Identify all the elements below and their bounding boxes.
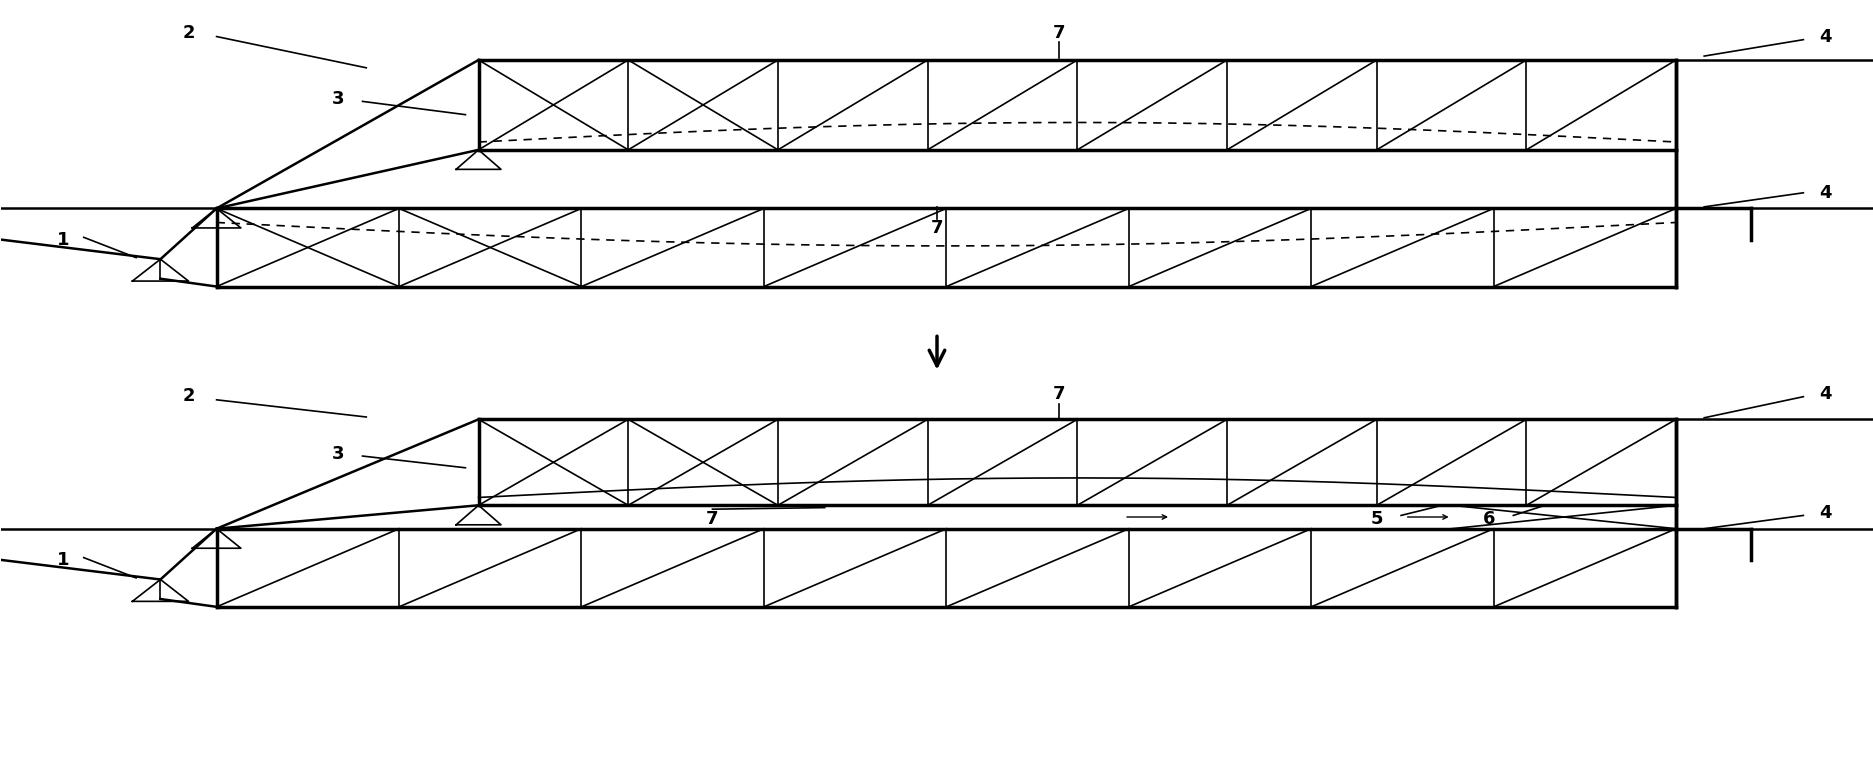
Text: 7: 7 — [1053, 386, 1064, 403]
Text: 2: 2 — [182, 24, 195, 42]
Text: 4: 4 — [1819, 386, 1832, 403]
Text: 2: 2 — [182, 387, 195, 405]
Text: 6: 6 — [1482, 510, 1495, 528]
Text: 7: 7 — [706, 510, 719, 528]
Text: 1: 1 — [56, 551, 69, 569]
Text: 4: 4 — [1819, 27, 1832, 45]
Text: 3: 3 — [332, 90, 345, 108]
Text: 3: 3 — [332, 445, 345, 463]
Text: 1: 1 — [56, 230, 69, 249]
Text: 4: 4 — [1819, 504, 1832, 522]
Text: 5: 5 — [1369, 510, 1382, 528]
Text: 4: 4 — [1819, 183, 1832, 201]
Text: 7: 7 — [931, 219, 942, 237]
Text: 7: 7 — [1053, 24, 1064, 42]
